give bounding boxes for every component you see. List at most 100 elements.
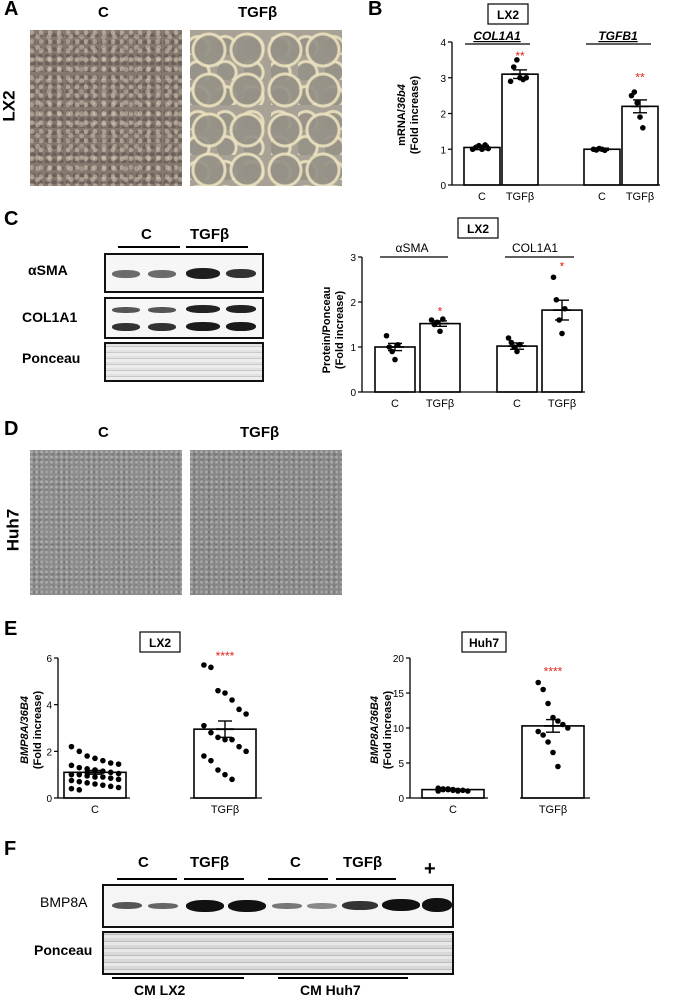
chart-b-bar-2 — [583, 148, 621, 186]
chart-e-right-y-tick-label-1: 5 — [398, 759, 404, 770]
chart-e-left-y-tick-label-2: 4 — [46, 701, 52, 712]
blot-c-group-line-tgfb — [186, 246, 248, 248]
chart-e-right-y-tick-label-4: 20 — [393, 654, 405, 665]
blot-f-bottom-label-lx2: CM LX2 — [134, 982, 186, 998]
chart-e-left-point-0-0 — [68, 743, 75, 750]
chart-e-left-point-1-7 — [201, 722, 207, 729]
chart-c-x-label-1: TGFβ — [426, 398, 454, 410]
chart-e-left-point-0-3 — [92, 755, 98, 762]
chart-e-right-x-label-0: C — [449, 804, 457, 816]
chart-e-left-point-0-26 — [107, 783, 114, 790]
chart-c-point-1-0 — [428, 317, 435, 323]
chart-b-point-1-5 — [523, 74, 530, 81]
blot-c-label-col1a1: COL1A1 — [22, 309, 78, 325]
chart-b-point-3-1 — [631, 89, 638, 95]
chart-e-left-point-1-14 — [201, 753, 207, 759]
chart-b-x-label-0: C — [478, 191, 486, 203]
chart-b-y-tick-label-4: 4 — [440, 38, 446, 49]
chart-c-point-2-3 — [514, 348, 520, 355]
blot-f-positive-control-label: + — [424, 858, 436, 880]
chart-e-left-y-tick-label-3: 6 — [46, 654, 52, 665]
chart-e-right-point-1-7 — [535, 728, 541, 735]
chart-c-bar-0 — [374, 346, 416, 393]
chart-e-right-sig-0: **** — [544, 664, 563, 678]
chart-e-right-point-0-7 — [435, 788, 441, 794]
chart-e-left-point-1-17 — [222, 771, 228, 778]
chart-e-left-point-1-6 — [243, 711, 249, 717]
chart-c-gene2: COL1A1 — [512, 241, 558, 255]
chart-b-plot: 0 1 2 3 4 C TGFβ C TGFβ ** ** — [440, 38, 660, 203]
chart-e-right-point-1-9 — [545, 739, 551, 745]
blot-f-group-label-tgfb1: TGFβ — [190, 854, 230, 871]
chart-c-point-0-0 — [383, 332, 390, 339]
chart-e-left-point-0-8 — [76, 764, 83, 771]
chart-b-ylabel-2: (Fold increase) — [409, 76, 421, 155]
chart-e-left-point-0-24 — [92, 781, 98, 787]
chart-e-left-point-0-25 — [100, 782, 106, 788]
chart-b-x-label-3: TGFβ — [626, 191, 654, 203]
chart-c-y-tick-label-2: 2 — [350, 298, 356, 309]
chart-b-point-1-1 — [510, 64, 517, 70]
chart-c-point-1-3 — [437, 328, 443, 335]
chart-e-left-point-1-3 — [222, 690, 228, 696]
panel-d-row-label: Huh7 — [3, 508, 23, 552]
blot-f-bottom-line-lx2 — [112, 977, 244, 979]
chart-e-left-point-1-13 — [243, 748, 249, 755]
micrograph-lx2-control — [30, 30, 182, 186]
chart-c-sig-1: * — [560, 259, 565, 273]
chart-e-left-point-0-1 — [76, 748, 83, 755]
chart-c-bar-3 — [541, 309, 583, 393]
chart-e-left-point-0-6 — [115, 761, 122, 767]
chart-c-y-tick-label-1: 1 — [350, 343, 356, 354]
chart-e-left-point-1-12 — [236, 743, 242, 750]
chart-e-right-point-0-8 — [440, 786, 446, 793]
blot-f-group-line-tgfb2 — [336, 878, 396, 880]
chart-e-left-point-0-21 — [68, 777, 75, 784]
chart-b-sig-1: ** — [635, 71, 645, 85]
chart-b-y-tick-label-3: 3 — [440, 74, 446, 85]
blot-f-label-bmp8a: BMP8A — [40, 894, 88, 910]
chart-e-left-point-1-18 — [229, 776, 235, 783]
chart-e-left-point-1-11 — [229, 736, 235, 743]
chart-e-right-ylabel-2: (Fold increase) — [382, 691, 394, 770]
panel-e-letter: E — [4, 618, 18, 640]
chart-c-point-0-3 — [392, 356, 398, 363]
panel-c-letter: C — [4, 208, 19, 230]
blot-f-bottom-label-huh7: CM Huh7 — [300, 982, 361, 998]
chart-b-ylabel-1: mRNA/36b4 — [396, 84, 408, 146]
chart-e-left-point-1-16 — [215, 767, 221, 773]
chart-c-point-3-0 — [550, 274, 557, 281]
panel-b-letter: B — [368, 0, 383, 20]
chart-e-left-point-0-12 — [107, 769, 114, 776]
blot-f-group-label-c1: C — [138, 854, 149, 871]
chart-e-left-ylabel-1: BMP8A/36B4 — [19, 696, 31, 764]
chart-b-x-label-1: TGFβ — [506, 191, 534, 203]
chart-c-x-label-2: C — [513, 398, 521, 410]
blot-c-ponceau — [104, 342, 264, 382]
chart-c-cell-line-box — [457, 217, 499, 239]
chart-e-left-point-1-10 — [222, 736, 228, 743]
chart-b: LX2 COL1A1 TGFB1 mRNA/36b4 (Fold increas… — [396, 3, 660, 203]
micrograph-huh7-tgfb — [190, 450, 342, 595]
chart-e-left-plot: 0 2 4 6 C TGFβ **** — [46, 649, 262, 816]
chart-c-point-3-3 — [559, 330, 565, 337]
chart-e-left-sig-0: **** — [216, 649, 235, 663]
chart-e-left-point-0-28 — [68, 785, 75, 792]
chart-c-y-tick-label-0: 0 — [350, 388, 356, 399]
panel-f-letter: F — [4, 838, 17, 860]
chart-e-left-point-0-15 — [76, 771, 83, 778]
chart-e-right-plot: 0 5 10 15 20 C TGFβ **** — [393, 654, 590, 816]
blot-f-bottom-line-huh7 — [278, 977, 408, 979]
chart-e-left-point-0-4 — [100, 757, 106, 764]
chart-e-left-point-0-22 — [76, 778, 83, 785]
chart-e-left: LX2 BMP8A/36B4 (Fold increase) 0 2 4 6 C TGFβ… — [19, 631, 262, 816]
chart-b-gene1: COL1A1 — [473, 29, 521, 43]
chart-c-sig-0: * — [438, 304, 443, 318]
blot-f-group-label-tgfb2: TGFβ — [343, 854, 383, 871]
panel-a-col-label-c: C — [98, 4, 109, 21]
blot-f-group-label-c2: C — [290, 854, 301, 871]
chart-c-x-label-0: C — [391, 398, 399, 410]
chart-c-x-label-3: TGFβ — [548, 398, 576, 410]
chart-e-left-point-0-14 — [68, 771, 75, 778]
blot-c-col1a1 — [104, 297, 264, 339]
